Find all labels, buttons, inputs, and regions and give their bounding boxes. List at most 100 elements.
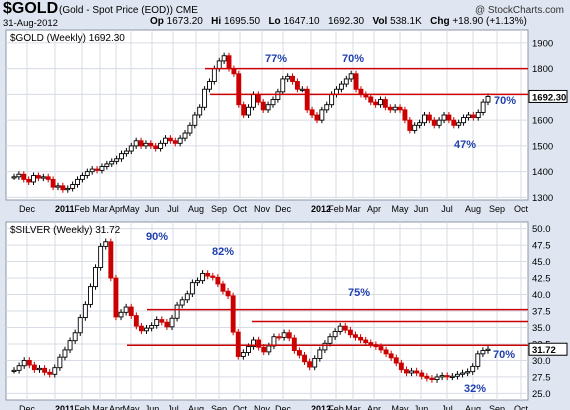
- low-label: Lo: [268, 16, 281, 27]
- silver-candle-body: [67, 340, 73, 351]
- gold-x-tick-label: Nov: [254, 204, 271, 214]
- silver-candle-body: [240, 352, 246, 357]
- gold-candle-body: [128, 145, 134, 152]
- gold-x-tick-label: Sep: [211, 204, 227, 214]
- silver-candle-body: [42, 367, 48, 373]
- gold-y-tick-label: 1900: [532, 38, 553, 49]
- gold-candle-body: [368, 96, 374, 103]
- silver-candle-body: [322, 342, 328, 351]
- gold-panel-title: $GOLD (Weekly) 1692.30: [10, 33, 125, 44]
- silver-candle-body: [21, 359, 27, 367]
- gold-candle-body: [314, 114, 320, 121]
- gold-candle-body: [358, 88, 364, 95]
- silver-candle-body: [424, 375, 430, 379]
- gold-candle-body: [207, 81, 212, 90]
- silver-x-tick-label: May: [122, 404, 140, 410]
- gold-candle-body: [441, 114, 447, 121]
- gold-candle-body: [407, 119, 413, 131]
- gold-x-tick-label: Apr: [367, 204, 381, 214]
- silver-x-tick-label: 2011: [55, 404, 75, 410]
- gold-x-tick-label: May: [122, 204, 140, 214]
- silver-y-tick-label: 27.5: [532, 372, 551, 383]
- gold-candle-body: [397, 106, 403, 111]
- silver-candle-body: [261, 346, 267, 353]
- silver-x-tick-label: Oct: [514, 404, 529, 410]
- gold-candle-body: [31, 175, 36, 183]
- silver-candle-body: [184, 293, 190, 301]
- silver-candle-body: [154, 319, 160, 326]
- silver-percent-annotation: 70%: [493, 349, 515, 361]
- silver-candle-body: [388, 353, 394, 359]
- gold-candle-body: [290, 75, 295, 82]
- silver-candle-body: [358, 336, 364, 341]
- silver-candle-body: [363, 339, 369, 344]
- silver-x-tick-label: Mar: [345, 404, 361, 410]
- silver-candle-body: [225, 290, 231, 297]
- gold-x-tick-label: Feb: [328, 204, 344, 214]
- gold-candle-body: [65, 187, 71, 191]
- low-value: 1647.10: [283, 16, 320, 27]
- gold-candle-body: [466, 114, 471, 119]
- silver-y-tick-label: 45.0: [532, 257, 551, 268]
- gold-x-tick-label: Apr: [109, 204, 123, 214]
- gold-candle-body: [123, 150, 129, 155]
- silver-candle-body: [189, 282, 195, 295]
- silver-candle-body: [419, 372, 425, 377]
- gold-candle-body: [226, 55, 232, 70]
- silver-candle-body: [103, 241, 109, 247]
- silver-percent-annotation: 75%: [348, 287, 370, 299]
- gold-x-tick-label: 2012: [311, 204, 331, 214]
- silver-candle-body: [317, 349, 323, 359]
- silver-candle-body: [296, 350, 302, 356]
- silver-candle-body: [368, 342, 374, 346]
- silver-candle-body: [291, 337, 297, 352]
- silver-candle-body: [404, 369, 409, 374]
- gold-candle-body: [329, 93, 335, 106]
- silver-candle-body: [230, 295, 236, 333]
- silver-candle-body: [470, 365, 476, 373]
- gold-candle-body: [304, 88, 310, 111]
- gold-candle-body: [11, 176, 17, 179]
- silver-y-tick-label: 30.0: [532, 356, 551, 367]
- gold-candle-body: [50, 178, 56, 188]
- silver-candle-body: [409, 370, 414, 374]
- gold-x-tick-label: Dec: [19, 204, 36, 214]
- silver-candle-body: [47, 371, 53, 375]
- high-label: Hi: [211, 16, 222, 27]
- silver-candle-body: [327, 336, 333, 344]
- gold-candle-body: [236, 73, 242, 106]
- gold-x-tick-label: Mar: [345, 204, 361, 214]
- gold-candle-body: [392, 106, 398, 111]
- silver-y-tick-label: 42.5: [532, 274, 551, 285]
- gold-x-tick-label: Jul: [441, 204, 453, 214]
- silver-candle-body: [302, 354, 307, 363]
- gold-candle-body: [275, 91, 281, 100]
- quote-bar: Op 1673.20 Hi 1695.50 Lo 1647.10 1692.30…: [150, 16, 527, 27]
- silver-candle-body: [281, 332, 287, 338]
- gold-candle-body: [89, 168, 95, 173]
- silver-candle-body: [57, 356, 63, 369]
- gold-candle-body: [265, 104, 271, 111]
- silver-candle-body: [439, 375, 445, 378]
- gold-candle-body: [21, 173, 27, 180]
- silver-x-tick-label: Aug: [188, 404, 204, 410]
- gold-candle-body: [182, 132, 188, 139]
- gold-candle-body: [431, 119, 437, 126]
- gold-candle-body: [104, 163, 110, 167]
- gold-candle-body: [338, 83, 344, 90]
- gold-candle-body: [446, 114, 452, 121]
- gold-last-price-box: [528, 89, 568, 103]
- silver-x-tick-label: Feb: [328, 404, 344, 410]
- gold-candle-body: [319, 109, 325, 121]
- silver-x-tick-label: Oct: [233, 404, 248, 410]
- gold-candle-body: [158, 142, 164, 149]
- gold-candle-body: [70, 184, 76, 189]
- silver-candle-body: [113, 277, 119, 318]
- brand-label: @ StockCharts.com: [474, 5, 564, 16]
- silver-candle-body: [88, 286, 93, 305]
- symbol-subtitle: (Gold - Spot Price (EOD)) CME: [59, 5, 198, 16]
- silver-percent-annotation: 90%: [146, 231, 168, 243]
- gold-candle-body: [387, 106, 393, 111]
- silver-panel-title: $SILVER (Weekly) 31.72: [10, 225, 121, 236]
